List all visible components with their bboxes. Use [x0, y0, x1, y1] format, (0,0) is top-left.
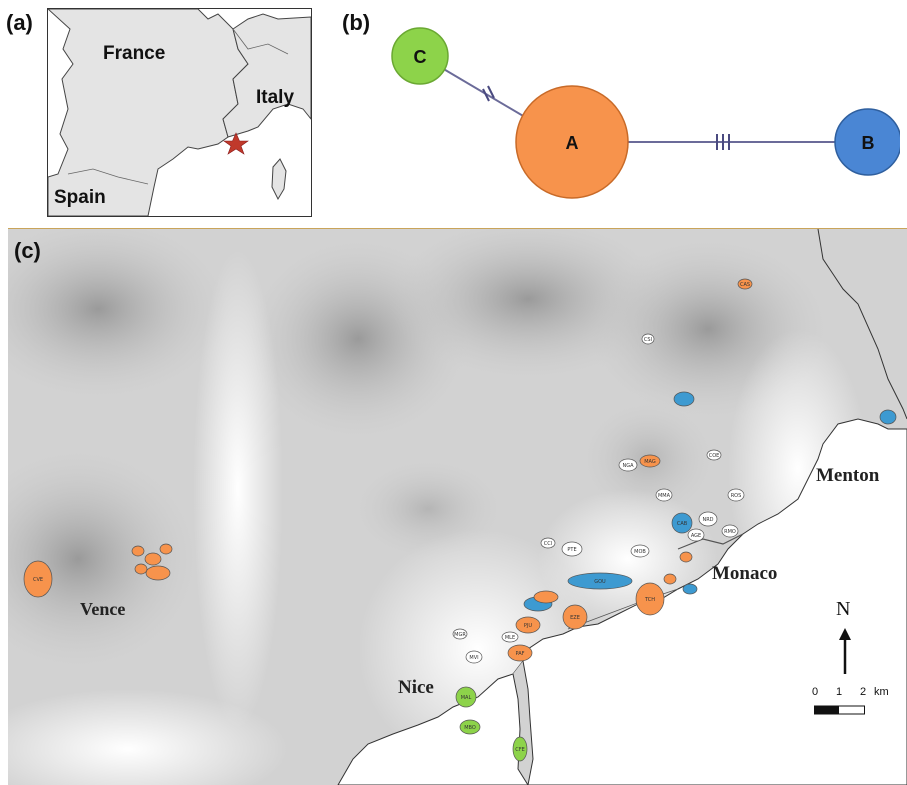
site-patch	[663, 573, 677, 585]
site-patch	[679, 551, 693, 563]
site-coe: COE	[706, 449, 722, 461]
terrain-map	[8, 229, 907, 785]
svg-text:RMO: RMO	[724, 529, 736, 535]
scale-tick-0: 0	[812, 686, 819, 698]
svg-text:CSI: CSI	[644, 337, 652, 343]
svg-text:CAS: CAS	[740, 282, 750, 288]
svg-text:PAF: PAF	[516, 651, 525, 657]
site-nrd: NRD	[698, 511, 718, 527]
svg-text:MLE: MLE	[505, 635, 515, 641]
mutation-ticks-c-a	[482, 85, 495, 102]
svg-text:MOB: MOB	[634, 549, 646, 555]
node-label-c: C	[414, 47, 427, 67]
svg-text:ROS: ROS	[731, 493, 742, 499]
svg-text:GOU: GOU	[594, 579, 606, 585]
site-mgr: MGR	[452, 628, 468, 640]
main-map: CAS CSI CVE MAG EZE TCH PJU PAF MLE MVI MGR PTE NGA G…	[8, 228, 907, 785]
haplotype-network: C A B	[391, 27, 900, 199]
node-a	[515, 85, 629, 199]
site-cas: CAS	[737, 278, 753, 290]
location-star-icon	[223, 132, 249, 155]
site-cab: CAB	[671, 512, 693, 534]
site-patch	[879, 409, 897, 425]
site-patch	[682, 583, 698, 595]
site-pte: PTE	[561, 541, 583, 557]
site-patch	[533, 590, 559, 604]
svg-text:NGA: NGA	[622, 463, 634, 469]
svg-text:CCI: CCI	[544, 541, 552, 547]
north-arrow: N	[832, 598, 862, 678]
svg-text:COE: COE	[709, 453, 720, 459]
svg-text:MAG: MAG	[644, 459, 656, 465]
svg-text:EZE: EZE	[570, 615, 580, 621]
site-rmo: RMO	[721, 524, 739, 538]
svg-text:MMA: MMA	[658, 493, 671, 499]
site-patch	[134, 563, 148, 575]
site-cci: CCI	[540, 537, 556, 549]
node-label-a: A	[566, 133, 579, 153]
site-paf: PAF	[507, 644, 533, 662]
svg-text:MBO: MBO	[464, 725, 476, 731]
site-patch	[673, 391, 695, 407]
site-ros: ROS	[727, 488, 745, 502]
svg-text:MVI: MVI	[469, 655, 478, 661]
svg-text:CFE: CFE	[515, 747, 525, 753]
site-age: AGE	[687, 528, 705, 542]
sites-layer: CAS CSI CVE MAG EZE TCH PJU PAF MLE MVI MGR PTE NGA G…	[23, 278, 897, 762]
svg-text:PJU: PJU	[524, 623, 532, 629]
north-arrow-icon	[839, 628, 851, 674]
svg-text:PTE: PTE	[567, 547, 576, 553]
svg-text:CAB: CAB	[677, 521, 688, 527]
scale-bar-graphic	[814, 705, 865, 715]
svg-text:NRD: NRD	[702, 517, 713, 523]
place-label-nice: Nice	[398, 677, 434, 698]
site-cfe: CFE	[512, 736, 528, 762]
site-pju: PJU	[515, 616, 541, 634]
place-label-monaco: Monaco	[712, 563, 778, 584]
svg-text:TCH: TCH	[644, 597, 655, 603]
site-eze: EZE	[562, 604, 588, 630]
node-c	[391, 27, 449, 85]
scale-tick-2: 2	[860, 686, 867, 698]
site-csi: CSI	[641, 333, 655, 345]
place-label-vence: Vence	[80, 599, 126, 619]
inset-map-graphic	[48, 9, 311, 216]
panel-label-a: (a)	[6, 10, 33, 35]
inset-map: France Italy Spain	[47, 8, 312, 217]
site-patch	[145, 565, 171, 581]
panel-label-c: (c)	[14, 238, 41, 263]
svg-text:CVE: CVE	[33, 577, 43, 583]
inset-label-italy: Italy	[256, 87, 295, 108]
place-label-menton: Menton	[816, 465, 880, 486]
site-mbo: MBO	[459, 719, 481, 735]
scale-unit: km	[874, 686, 889, 698]
site-cve: CVE	[23, 560, 53, 598]
node-b	[834, 108, 900, 176]
site-tch: TCH	[635, 582, 665, 616]
site-nga: NGA	[618, 458, 638, 472]
site-mag: MAG	[639, 454, 661, 468]
mutation-ticks-a-b	[716, 134, 730, 150]
site-patch	[159, 543, 173, 555]
site-patch	[144, 552, 162, 566]
site-mle: MLE	[501, 631, 519, 643]
site-mma: MMA	[655, 488, 673, 502]
scale-bar: 0 1 2 km	[810, 686, 900, 722]
inset-label-spain: Spain	[54, 187, 106, 208]
site-gou: GOU	[567, 572, 633, 590]
site-mvi: MVI	[465, 650, 483, 664]
site-mob: MOB	[630, 544, 650, 558]
inset-label-france: France	[103, 43, 166, 64]
site-mal: MAL	[455, 686, 477, 708]
scale-tick-1: 1	[836, 686, 843, 698]
site-patch	[131, 545, 145, 557]
panel-label-b: (b)	[342, 10, 371, 35]
svg-text:AGE: AGE	[691, 533, 701, 539]
svg-text:MGR: MGR	[454, 632, 466, 638]
node-label-b: B	[862, 133, 875, 153]
north-label: N	[836, 598, 851, 620]
svg-text:MAL: MAL	[461, 695, 472, 701]
